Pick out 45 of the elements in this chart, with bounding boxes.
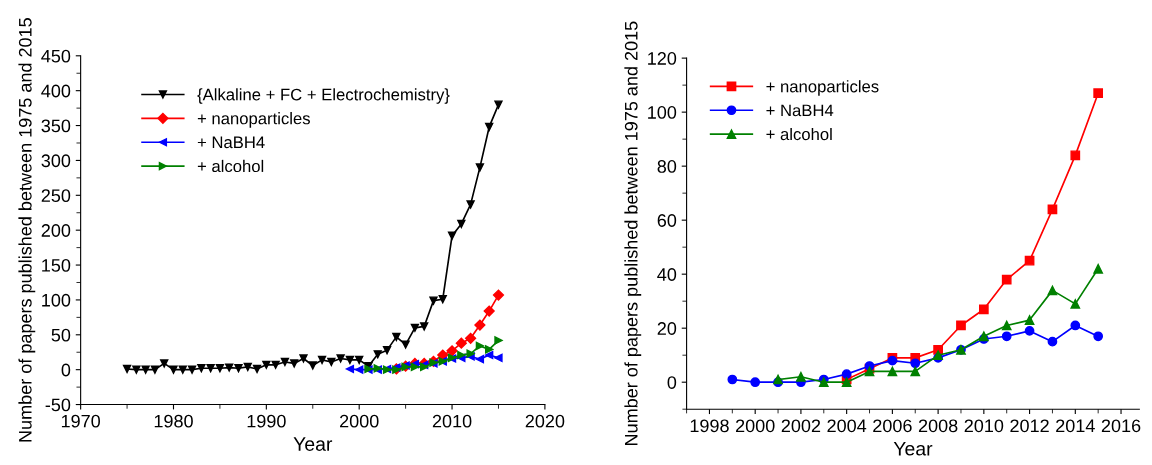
- y-tick-label: 20: [657, 322, 677, 335]
- legend-label: + NaBH4: [766, 104, 834, 117]
- x-tick-label: 1970: [61, 414, 101, 428]
- x-tick-label: 1998: [690, 419, 729, 433]
- y-tick-label: 40: [657, 268, 677, 281]
- y-tick-label: 250: [41, 189, 71, 203]
- x-axis-title: Year: [893, 442, 933, 456]
- y-tick-label: 60: [657, 214, 677, 227]
- x-axis-title: Year: [293, 437, 333, 451]
- legend-label: + NaBH4: [197, 136, 265, 149]
- x-tick-label: 2000: [340, 414, 379, 428]
- y-tick-label: 50: [51, 328, 71, 342]
- y-axis-title: Number of papers published between 1975 and 2015: [624, 21, 642, 445]
- x-tick-label: 2004: [827, 419, 867, 433]
- y-axis-title: Number of papers published between 1975 and 2015: [18, 18, 36, 442]
- x-tick-label: 2008: [918, 419, 958, 433]
- y-tick-label: 80: [657, 160, 677, 173]
- x-tick-label: 2006: [873, 419, 912, 433]
- y-tick-label: 300: [41, 154, 71, 168]
- y-tick-label: -50: [45, 398, 71, 412]
- x-tick-label: 2020: [525, 414, 565, 428]
- x-tick-label: 2014: [1056, 419, 1095, 433]
- y-tick-label: 150: [42, 258, 71, 272]
- x-tick-label: 2000: [736, 419, 775, 433]
- x-tick-label: 2002: [781, 419, 821, 433]
- y-tick-label: 400: [41, 84, 71, 98]
- y-tick-label: 0: [61, 363, 71, 377]
- legend-label: {Alkaline + FC + Electrochemistry}: [197, 88, 450, 104]
- x-tick-label: 2016: [1101, 419, 1141, 433]
- y-tick-label: 200: [41, 224, 71, 237]
- legend-label: + nanoparticles: [766, 80, 879, 96]
- y-tick-label: 450: [41, 49, 71, 63]
- x-tick-label: 2010: [964, 419, 1004, 433]
- legend-label: + nanoparticles: [197, 112, 310, 128]
- y-tick-label: 100: [648, 106, 677, 119]
- x-tick-label: 2010: [432, 414, 472, 428]
- y-tick-label: 350: [41, 119, 71, 133]
- legend-label: + alcohol: [766, 127, 832, 141]
- legend-label: + alcohol: [197, 159, 264, 173]
- y-tick-label: 120: [648, 52, 677, 65]
- x-tick-label: 1980: [154, 414, 193, 428]
- y-tick-label: 0: [667, 376, 677, 389]
- x-tick-label: 1990: [247, 414, 286, 428]
- y-tick-label: 100: [42, 293, 71, 307]
- x-tick-label: 2012: [1010, 419, 1049, 433]
